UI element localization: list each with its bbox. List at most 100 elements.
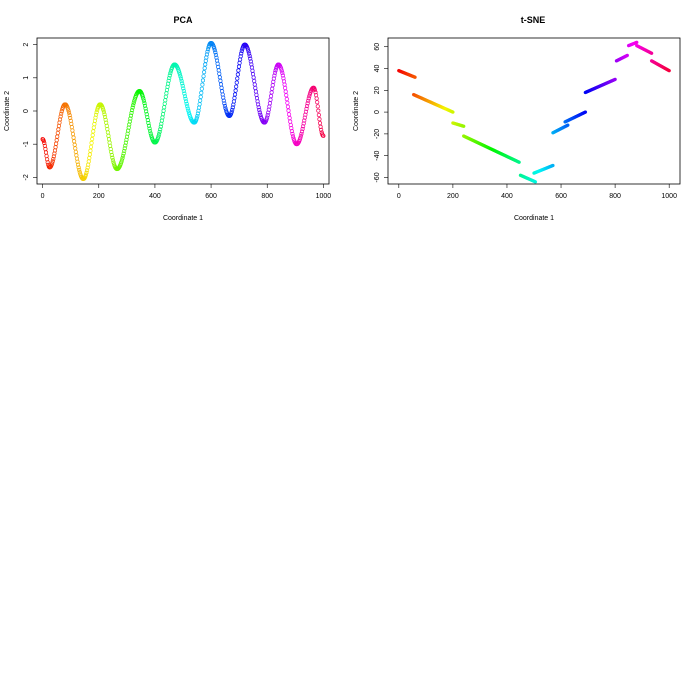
pca-point <box>234 84 239 89</box>
pca-point <box>180 83 185 88</box>
pca-point <box>198 98 203 103</box>
pca-point <box>253 89 258 94</box>
pca-point <box>86 159 91 164</box>
pca-point <box>168 71 173 76</box>
pca-point <box>287 112 292 117</box>
pca-point <box>203 58 208 63</box>
pca-point <box>148 131 153 136</box>
pca-point <box>197 102 202 107</box>
pca-point <box>222 103 227 109</box>
pca-point <box>167 73 172 78</box>
pca-point <box>94 110 99 115</box>
pca-point <box>65 106 70 111</box>
pca-point <box>51 154 56 159</box>
pca-point <box>178 74 183 79</box>
tsne-y-tick-label: -20 <box>374 129 381 139</box>
pca-point <box>76 162 81 167</box>
pca-point <box>285 104 290 109</box>
pca-point <box>306 96 311 101</box>
tsne-point <box>583 110 588 114</box>
pca-point <box>319 127 324 132</box>
pca-point <box>121 151 126 156</box>
pca-point <box>73 149 78 154</box>
pca-point <box>184 99 189 104</box>
pca-point <box>48 164 53 169</box>
pca-point <box>162 101 167 106</box>
pca-point <box>180 81 185 86</box>
pca-point <box>203 62 208 67</box>
pca-point <box>158 127 163 132</box>
pca-points <box>40 40 326 182</box>
pca-point <box>302 118 307 123</box>
pca-point <box>273 68 278 73</box>
pca-point <box>202 66 207 71</box>
tsne-y-axis: -60 -40 -20 0 20 40 60 <box>374 43 388 183</box>
pca-point <box>122 146 127 151</box>
pca-point <box>314 96 319 101</box>
pca-point <box>213 50 218 55</box>
pca-point <box>66 108 71 113</box>
pca-x-tick-label: 200 <box>93 193 105 200</box>
pca-point <box>204 52 209 57</box>
pca-point <box>280 73 285 78</box>
pca-point <box>214 55 219 60</box>
pca-point <box>69 125 74 130</box>
pca-x-tick-label: 400 <box>149 193 161 200</box>
pca-point <box>160 112 166 117</box>
pca-point <box>282 82 287 87</box>
pca-point <box>67 110 72 115</box>
pca-point <box>58 114 63 119</box>
pca-point <box>108 143 113 148</box>
pca-point <box>132 98 137 103</box>
tsne-point <box>462 124 466 128</box>
pca-point <box>161 108 166 113</box>
pca-point <box>89 140 94 146</box>
pca-point <box>235 72 240 77</box>
pca-point <box>216 68 221 73</box>
tsne-x-tick-label: 200 <box>447 193 459 200</box>
tsne-x-axis: 0 200 400 600 800 1000 <box>397 184 677 200</box>
pca-point <box>239 51 244 56</box>
pca-point <box>122 148 127 154</box>
pca-point <box>144 112 149 117</box>
pca-point <box>91 129 96 134</box>
pca-point <box>54 141 59 146</box>
pca-point <box>43 146 48 152</box>
pca-point <box>164 91 169 96</box>
pca-point <box>304 106 309 111</box>
pca-point <box>265 113 270 118</box>
pca-point <box>219 85 224 90</box>
pca-point <box>194 117 199 122</box>
pca-point <box>144 109 149 114</box>
pca-point <box>130 108 135 113</box>
pca-point <box>177 72 182 77</box>
pca-point <box>92 122 97 127</box>
pca-point <box>84 170 89 175</box>
pca-point <box>102 112 107 117</box>
pca-point <box>56 123 61 128</box>
pca-point <box>200 82 205 87</box>
pca-point <box>178 76 184 81</box>
pca-point <box>270 83 275 88</box>
pca-point <box>142 103 148 108</box>
pca-point <box>67 113 72 118</box>
tsne-y-tick-label: 40 <box>374 65 381 73</box>
tsne-y-tick-label: 60 <box>374 43 381 51</box>
pca-point <box>250 68 255 73</box>
pca-point <box>177 70 182 75</box>
pca-point <box>158 124 163 129</box>
pca-point <box>85 168 90 173</box>
tsne-point <box>649 51 654 55</box>
pca-y-axis: -2 -1 0 1 2 <box>23 43 37 180</box>
pca-point <box>163 98 168 103</box>
pca-point <box>218 82 224 87</box>
pca-point <box>280 70 285 76</box>
pca-point <box>53 145 58 150</box>
pca-point <box>147 126 152 131</box>
pca-point <box>148 128 153 134</box>
pca-point <box>119 159 124 165</box>
pca-point <box>90 133 95 138</box>
pca-point <box>272 70 278 75</box>
pca-point <box>315 100 320 105</box>
